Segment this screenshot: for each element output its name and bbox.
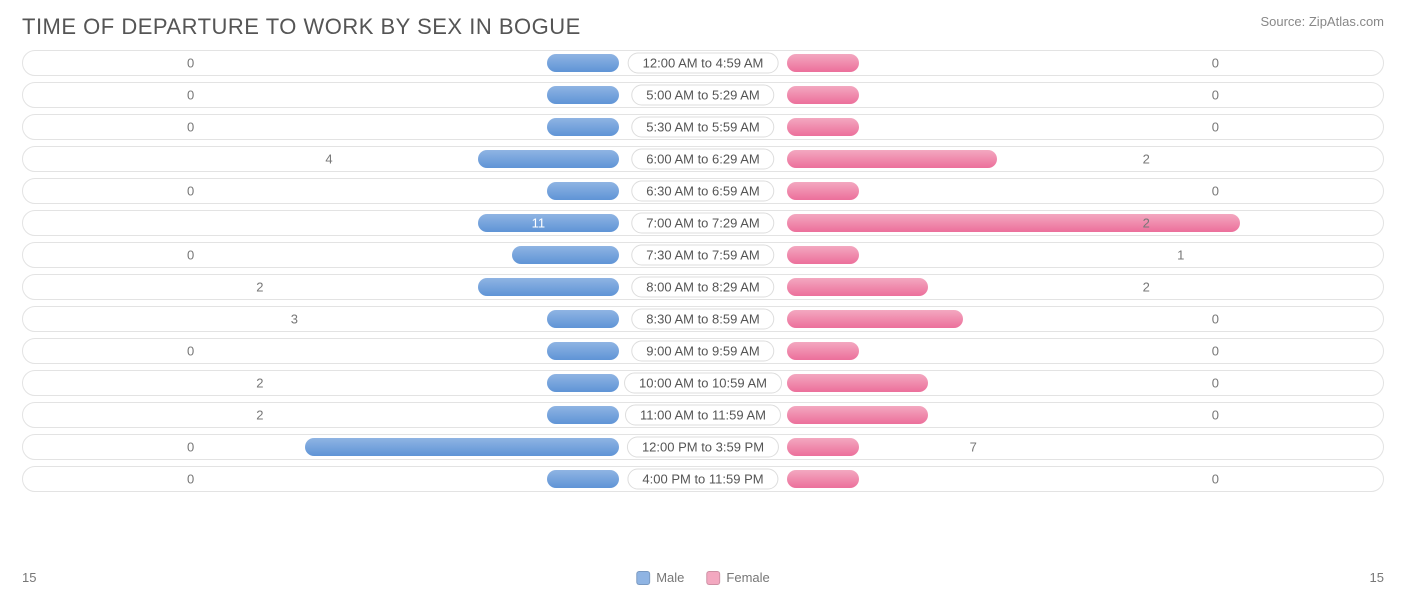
legend-item-female: Female [706,570,769,585]
chart-row: 10:00 AM to 10:59 AM 0 2 [22,370,1384,396]
bar-female [787,470,859,488]
value-label-female: 0 [187,56,194,71]
chart-row: 8:30 AM to 8:59 AM 0 3 [22,306,1384,332]
value-label-female: 0 [187,184,194,199]
value-label-male: 0 [1212,184,1219,199]
chart-footer: 15 Male Female 15 [22,570,1384,585]
value-label-female: 2 [256,280,263,295]
chart-row: 7:00 AM to 7:29 AM 2 11 [22,210,1384,236]
bar-female [787,374,928,392]
axis-max-right: 15 [1370,570,1384,585]
chart-title: TIME OF DEPARTURE TO WORK BY SEX IN BOGU… [22,14,581,40]
chart-row: 11:00 AM to 11:59 AM 0 2 [22,402,1384,428]
legend-label-female: Female [726,570,769,585]
bar-female [787,406,928,424]
bar-male [512,246,619,264]
bar-male [305,438,619,456]
bar-female [787,438,859,456]
row-category-label: 9:00 AM to 9:59 AM [631,341,774,362]
bar-male [547,54,619,72]
bar-female [787,86,859,104]
value-label-male: 2 [1143,152,1150,167]
value-label-male: 2 [1143,280,1150,295]
bar-male [478,278,619,296]
bar-female [787,118,859,136]
value-label-male: 0 [1212,376,1219,391]
value-label-male: 0 [1212,472,1219,487]
diverging-bar-chart: 12:00 AM to 4:59 AM 0 0 5:00 AM to 5:29 AM 0… [0,50,1406,492]
value-label-female: 0 [187,248,194,263]
row-category-label: 5:00 AM to 5:29 AM [631,85,774,106]
row-category-label: 7:30 AM to 7:59 AM [631,245,774,266]
value-label-male: 0 [1212,408,1219,423]
value-label-male: 0 [1212,344,1219,359]
chart-row: 7:30 AM to 7:59 AM 1 0 [22,242,1384,268]
legend-label-male: Male [656,570,684,585]
bar-male [547,406,619,424]
source-attribution: Source: ZipAtlas.com [1260,14,1384,29]
bar-female [787,214,1240,232]
value-label-male: 7 [970,440,977,455]
value-label-female: 0 [187,440,194,455]
row-category-label: 7:00 AM to 7:29 AM [631,213,774,234]
value-label-male: 2 [1143,216,1150,231]
swatch-female [706,571,720,585]
bar-female [787,150,997,168]
bar-male [547,470,619,488]
row-category-label: 6:30 AM to 6:59 AM [631,181,774,202]
row-category-label: 6:00 AM to 6:29 AM [631,149,774,170]
value-label-female: 2 [256,376,263,391]
bar-male [547,374,619,392]
bar-male [547,182,619,200]
row-category-label: 10:00 AM to 10:59 AM [624,373,782,394]
value-label-male: 1 [1177,248,1184,263]
bar-male [547,310,619,328]
row-category-label: 5:30 AM to 5:59 AM [631,117,774,138]
bar-male [478,214,619,232]
bar-male [547,86,619,104]
value-label-male: 0 [1212,312,1219,327]
chart-row: 6:30 AM to 6:59 AM 0 0 [22,178,1384,204]
chart-row: 9:00 AM to 9:59 AM 0 0 [22,338,1384,364]
value-label-female: 4 [325,152,332,167]
chart-row: 8:00 AM to 8:29 AM 2 2 [22,274,1384,300]
bar-female [787,342,859,360]
chart-row: 5:30 AM to 5:59 AM 0 0 [22,114,1384,140]
bar-female [787,54,859,72]
bar-male [547,118,619,136]
chart-row: 12:00 PM to 3:59 PM 7 0 [22,434,1384,460]
value-label-female: 2 [256,408,263,423]
value-label-female: 0 [187,120,194,135]
chart-row: 12:00 AM to 4:59 AM 0 0 [22,50,1384,76]
bar-male [478,150,619,168]
row-category-label: 8:00 AM to 8:29 AM [631,277,774,298]
legend: Male Female [636,570,770,585]
legend-item-male: Male [636,570,684,585]
value-label-male: 0 [1212,88,1219,103]
chart-row: 6:00 AM to 6:29 AM 2 4 [22,146,1384,172]
axis-max-left: 15 [22,570,36,585]
value-label-female: 3 [291,312,298,327]
row-category-label: 12:00 AM to 4:59 AM [628,53,779,74]
bar-female [787,246,859,264]
value-label-female: 11 [532,216,546,231]
bar-female [787,278,928,296]
bar-male [547,342,619,360]
row-category-label: 12:00 PM to 3:59 PM [627,437,779,458]
bar-female [787,182,859,200]
value-label-male: 0 [1212,56,1219,71]
chart-row: 4:00 PM to 11:59 PM 0 0 [22,466,1384,492]
row-category-label: 8:30 AM to 8:59 AM [631,309,774,330]
value-label-female: 0 [187,472,194,487]
bar-female [787,310,963,328]
swatch-male [636,571,650,585]
value-label-male: 0 [1212,120,1219,135]
chart-row: 5:00 AM to 5:29 AM 0 0 [22,82,1384,108]
value-label-female: 0 [187,344,194,359]
row-category-label: 4:00 PM to 11:59 PM [627,469,778,490]
value-label-female: 0 [187,88,194,103]
row-category-label: 11:00 AM to 11:59 AM [625,405,781,426]
